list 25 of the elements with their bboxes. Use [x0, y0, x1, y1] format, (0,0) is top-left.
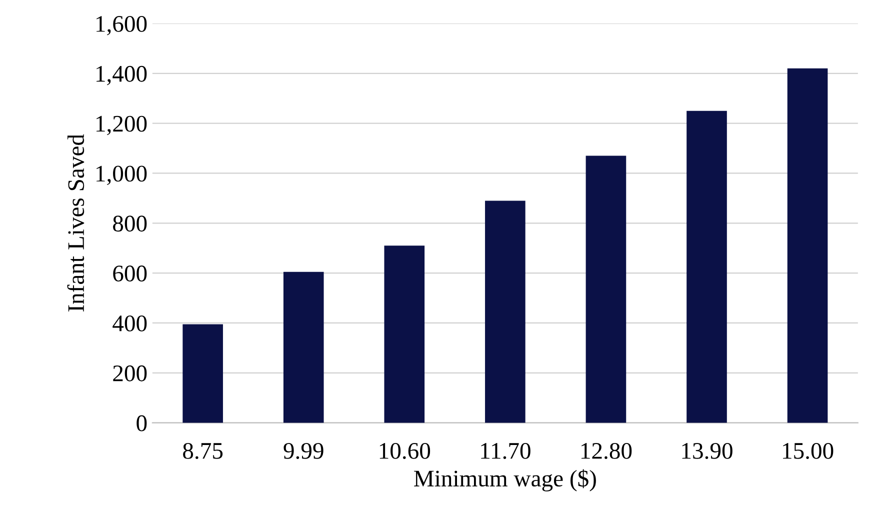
y-axis-title: Infant Lives Saved	[67, 134, 84, 312]
bar	[283, 272, 324, 423]
bar	[485, 200, 526, 423]
y-tick-label: 1,200	[96, 116, 147, 136]
y-tick-label: 400	[112, 315, 147, 332]
bar	[686, 110, 727, 423]
x-tick-label: 10.60	[380, 442, 430, 459]
x-tick-label: 11.70	[481, 442, 530, 459]
y-tick-label: 600	[113, 266, 147, 282]
x-tick-label: 8.75	[183, 442, 223, 459]
x-tick-label: 15.00	[783, 442, 834, 459]
bar	[787, 68, 828, 423]
y-tick-label: 800	[113, 216, 147, 232]
x-axis-title: Minimum wage ($)	[414, 469, 596, 492]
y-tick-label: 200	[113, 365, 147, 382]
x-tick-label: 12.80	[581, 442, 632, 459]
bar	[586, 156, 626, 423]
y-tick-label: 0	[136, 415, 147, 432]
x-tick-label: 9.99	[284, 443, 324, 459]
y-tick-label: 1,400	[96, 66, 147, 86]
y-tick-label: 1,600	[96, 16, 147, 36]
y-tick-label: 1,000	[96, 166, 147, 186]
bar	[384, 246, 425, 423]
bar	[182, 324, 223, 423]
x-tick-label: 13.90	[682, 442, 732, 459]
